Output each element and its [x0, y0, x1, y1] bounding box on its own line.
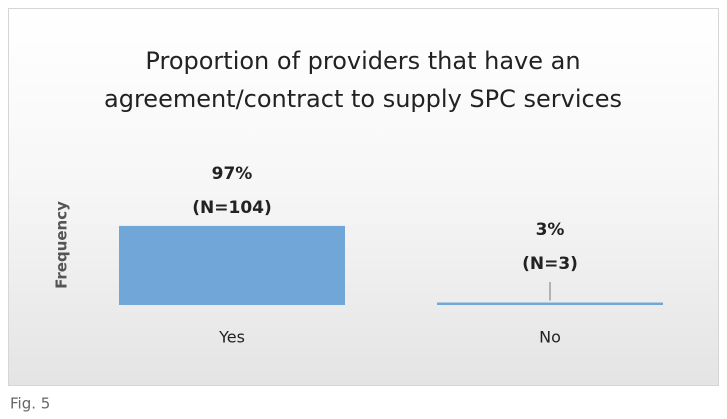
data-label: 3%: [536, 220, 565, 240]
data-label: (N=104): [192, 198, 272, 218]
y-axis-label: Frequency: [53, 201, 71, 289]
data-label: (N=3): [522, 254, 578, 274]
bar: [437, 302, 663, 305]
x-tick-label: No: [539, 328, 561, 347]
chart-title: Proportion of providers that have an: [145, 47, 580, 75]
caption: Fig. 5: [10, 395, 50, 413]
chart-frame: [8, 8, 719, 386]
chart-title: agreement/contract to supply SPC service…: [104, 85, 622, 113]
x-tick-label: Yes: [218, 328, 245, 347]
bar: [119, 225, 345, 305]
data-label: 97%: [212, 164, 253, 184]
